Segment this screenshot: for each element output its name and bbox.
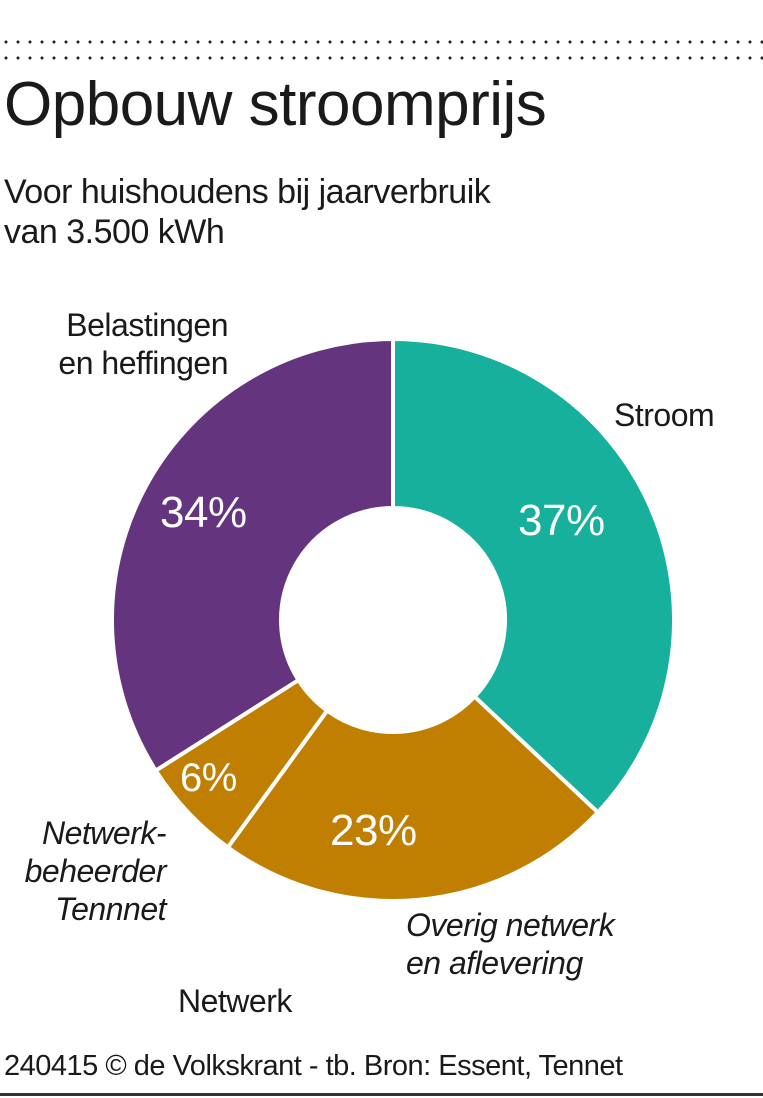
dotted-rule-top-2 [0,56,763,60]
subtitle-line-1: Voor huishoudens bij jaarverbruik [4,173,491,211]
label-belastingen: Belastingen en heffingen [0,306,228,382]
percent-belastingen: 34% [160,488,247,537]
label-belastingen-line-2: en heffingen [58,345,228,381]
chart-subtitle: Voor huishoudens bij jaarverbruik van 3.… [4,172,491,252]
percent-overig: 23% [330,806,417,855]
label-netwerk-group: Netwerk [178,983,292,1019]
dotted-rule-top-1 [0,40,763,44]
donut-slices [110,336,676,903]
label-tennet-line-1: Netwerk- [41,815,167,851]
percent-stroom: 37% [518,496,605,545]
chart-title: Opbouw stroomprijs [4,70,547,139]
subtitle-line-2: van 3.500 kWh [4,213,225,251]
label-overig-line-1: Overig netwerk [406,907,615,943]
label-tennet-line-3: Tennnet [55,891,166,927]
label-stroom: Stroom [614,397,715,433]
label-tennet-line-2: beheerder [24,853,167,889]
donut-slice-stroom [391,336,676,816]
bottom-rule [0,1093,763,1096]
label-overig: Overig netwerk en aflevering [406,906,615,982]
label-overig-line-2: en aflevering [406,945,583,981]
percent-tennet: 6% [180,756,237,800]
donut-slice-belastingen-en-heffingen [110,336,395,774]
label-belastingen-line-1: Belastingen [66,307,228,343]
source-credit: 240415 © de Volkskrant - tb. Bron: Essen… [4,1050,623,1082]
donut-slice-overig-netwerk-en-aflevering [225,693,601,903]
label-tennet: Netwerk- beheerder Tennnet [0,814,167,928]
